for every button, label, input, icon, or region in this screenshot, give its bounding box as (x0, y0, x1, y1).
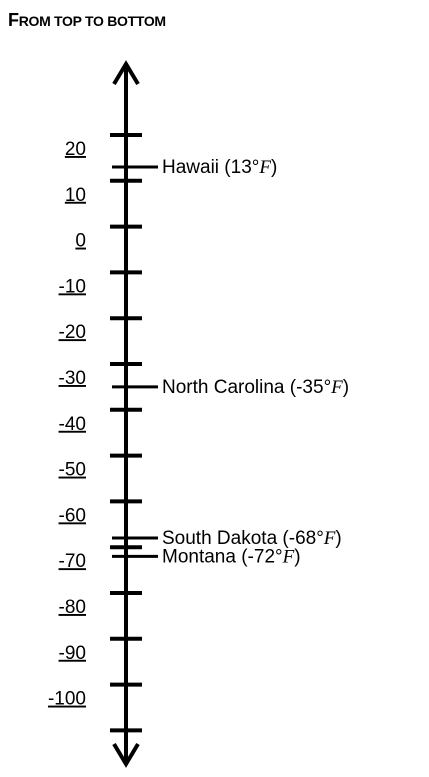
marker-label-unit: F (258, 157, 271, 178)
tick-label: 10 (65, 185, 86, 206)
tick-label: 0 (75, 231, 86, 252)
tick-label: -100 (48, 689, 86, 710)
marker-label-suffix: ) (335, 528, 341, 549)
marker-label-prefix: Montana (-72° (162, 546, 283, 567)
tick-label: -30 (59, 368, 86, 389)
marker-label-unit: F (282, 546, 295, 567)
tick-label: -40 (59, 414, 86, 435)
tick-label: -70 (59, 551, 86, 572)
marker-label: South Dakota (-68°F) (162, 528, 342, 549)
tick-label: -10 (59, 276, 86, 297)
marker-label-prefix: North Carolina (-35° (162, 377, 331, 398)
up-arrow-head (112, 60, 140, 86)
marker-label-prefix: Hawaii (13° (162, 157, 259, 178)
marker-label: Hawaii (13°F) (162, 157, 277, 178)
marker-label-unit: F (330, 377, 343, 398)
tick-label: -60 (59, 505, 86, 526)
marker-label-prefix: South Dakota (-68° (162, 528, 324, 549)
down-arrow-head (112, 742, 140, 768)
heading-first-letter: F (8, 10, 19, 30)
heading: FROM TOP TO BOTTOM (8, 10, 166, 31)
tick-label: -80 (59, 597, 86, 618)
tick-label: -90 (59, 643, 86, 664)
marker-label-unit: F (323, 528, 336, 549)
marker-label-suffix: ) (271, 157, 277, 178)
tick-label: 20 (65, 139, 86, 160)
tick-label: -50 (59, 460, 86, 481)
tick-label-group: 20 10 0 -10 -20 -30 -40 -50 -60 -70 -80 -90 -100 (48, 139, 86, 710)
tick-label: -20 (59, 322, 86, 343)
marker-label: North Carolina (-35°F) (162, 377, 349, 398)
marker-label-suffix: ) (343, 377, 349, 398)
heading-rest: ROM TOP TO BOTTOM (18, 13, 166, 29)
marker-group: Hawaii (13°F)North Carolina (-35°F)South… (112, 157, 349, 567)
tick-group (110, 133, 142, 733)
marker-label-suffix: ) (294, 546, 300, 567)
marker-label: Montana (-72°F) (162, 546, 301, 567)
